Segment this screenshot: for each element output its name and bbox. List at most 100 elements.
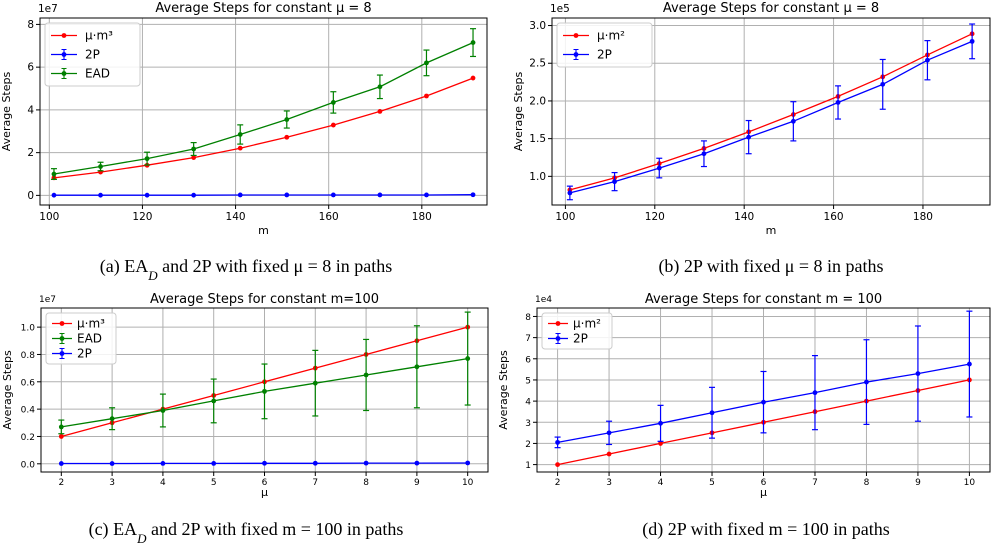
data-point xyxy=(555,462,560,467)
legend-box xyxy=(45,312,117,365)
data-point xyxy=(51,171,57,177)
series-2P xyxy=(51,192,476,198)
data-point xyxy=(555,439,560,445)
data-point xyxy=(312,460,318,466)
y-tick-label: 1.5 xyxy=(529,133,546,145)
data-point xyxy=(363,460,369,466)
x-tick-label: 4 xyxy=(160,478,166,488)
y-tick-label: 2 xyxy=(27,147,34,159)
y-tick-label: 0.4 xyxy=(21,406,36,416)
data-point xyxy=(606,430,612,436)
data-point xyxy=(606,451,612,457)
x-tick-label: 140 xyxy=(734,211,754,223)
data-point xyxy=(284,134,290,140)
legend-label: EAD xyxy=(85,67,110,81)
legend-label: 2P xyxy=(573,332,588,346)
x-tick-label: 100 xyxy=(39,211,59,223)
x-tick-label: 4 xyxy=(658,478,664,488)
data-point xyxy=(567,190,573,196)
y-tick-label: 8 xyxy=(27,19,34,31)
y-tick-label: 0 xyxy=(27,190,34,202)
axes-frame xyxy=(551,17,991,206)
y-tick-label: 2 xyxy=(525,440,531,450)
chart-title: Average Steps for constant m = 100 xyxy=(645,292,882,307)
data-point xyxy=(612,179,617,185)
data-point xyxy=(330,192,336,198)
y-tick-label: 8 xyxy=(525,313,531,323)
data-point xyxy=(709,410,715,416)
legend-label: μ·m³ xyxy=(77,317,105,331)
data-point xyxy=(915,371,921,376)
legend: μ·m³ 2P EAD xyxy=(44,22,141,87)
data-point xyxy=(414,364,420,370)
panel-a: 100 120 140 160 180 0 2 4 6 8 1e7 Average Steps for… xyxy=(0,1,488,283)
y-tick-label: 1.0 xyxy=(529,171,546,183)
y-axis-label: Average Steps xyxy=(512,72,525,152)
series-line xyxy=(569,40,973,194)
data-point xyxy=(658,420,663,426)
y-tick-label: 6 xyxy=(525,355,531,365)
legend-box xyxy=(556,22,653,68)
data-point xyxy=(790,118,796,124)
data-point xyxy=(58,424,64,430)
series-2P xyxy=(58,460,471,466)
series-line xyxy=(569,33,973,191)
data-point xyxy=(98,192,103,198)
panel-c: 2 3 4 5 6 7 8 9 10 0.0 0.2 0.4 0.6 0.8 1.0 1e7 Average S… xyxy=(1,292,489,546)
data-point xyxy=(284,117,290,122)
series-line xyxy=(53,42,474,175)
panel-b: 100 120 140 160 180 1.0 1.5 2.0 2.5 3.0 1e5 Average… xyxy=(512,1,991,277)
x-tick-label: 5 xyxy=(709,478,715,488)
y-tick-label: 4 xyxy=(27,104,34,116)
data-point xyxy=(835,100,841,105)
data-point xyxy=(191,146,197,152)
legend-label: EAD xyxy=(77,332,102,346)
chart-title: Average Steps for constant μ = 8 xyxy=(155,1,371,16)
data-point xyxy=(109,461,115,466)
data-point xyxy=(160,408,166,413)
axes-frame xyxy=(39,17,488,206)
y-tick-label: 5 xyxy=(525,376,531,386)
data-point xyxy=(656,165,662,171)
x-tick-label: 9 xyxy=(915,478,921,488)
chart-title: Average Steps for constant μ = 8 xyxy=(663,1,879,16)
legend: μ·m² 2P xyxy=(556,22,653,68)
y-tick-label: 0.6 xyxy=(21,378,36,388)
y-tick-label: 7 xyxy=(525,334,531,344)
scale-label: 1e4 xyxy=(535,295,552,305)
data-point xyxy=(377,84,383,90)
legend-swatch-marker xyxy=(61,33,67,38)
data-point xyxy=(969,38,975,44)
legend-label: 2P xyxy=(597,48,612,62)
legend-label: μ·m² xyxy=(573,317,601,331)
y-tick-label: 0.0 xyxy=(21,460,36,470)
x-axis-label: m xyxy=(258,224,269,237)
x-tick-label: 180 xyxy=(412,211,432,223)
data-point xyxy=(925,57,930,63)
data-point xyxy=(470,75,476,81)
y-tick-label: 2.0 xyxy=(529,95,546,107)
data-point xyxy=(58,461,64,466)
y-axis-label: Average Steps xyxy=(1,350,14,430)
data-point xyxy=(377,108,383,114)
x-tick-label: 6 xyxy=(761,478,767,488)
x-tick-label: 3 xyxy=(109,478,115,488)
caption: (c) EAD and 2P with fixed m = 100 in pat… xyxy=(89,519,404,546)
legend-label: 2P xyxy=(85,48,100,62)
data-point xyxy=(658,441,663,446)
data-point xyxy=(424,192,429,198)
x-tick-label: 10 xyxy=(462,478,474,488)
data-point xyxy=(470,40,476,45)
data-point xyxy=(746,134,752,140)
data-point xyxy=(701,151,707,157)
data-point xyxy=(414,460,420,466)
legend-label: 2P xyxy=(77,347,92,361)
data-point xyxy=(424,93,429,99)
data-point xyxy=(424,60,429,66)
data-point xyxy=(330,100,336,105)
data-point xyxy=(160,460,166,466)
y-tick-label: 0.8 xyxy=(21,351,36,361)
data-point xyxy=(211,460,217,466)
